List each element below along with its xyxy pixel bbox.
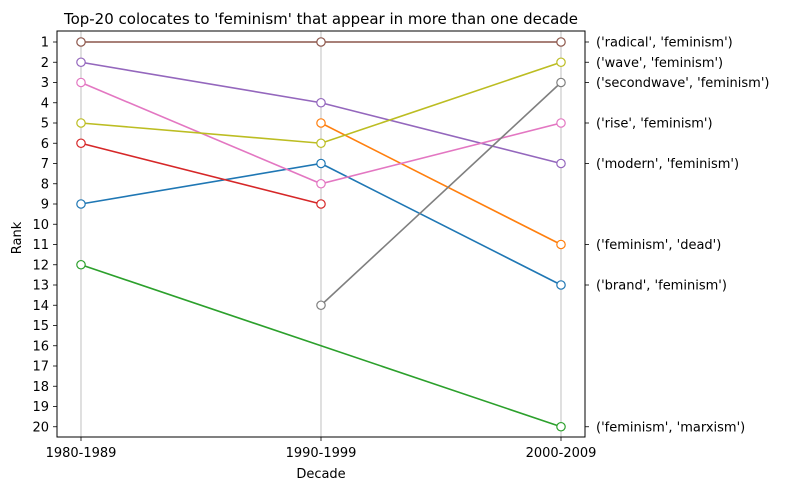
series-layer [76,37,566,432]
data-point [316,118,326,128]
data-point [316,97,326,108]
data-point [316,199,326,209]
y-tick-label: 5 [41,117,49,132]
grid-layer [80,31,562,437]
series-group [76,138,326,209]
series-group [76,37,566,47]
x-tick-layer: 1980-1989 1990-1999 2000-2009 [46,437,597,461]
data-point [556,239,566,250]
series-line [320,81,562,306]
data-point [316,158,326,169]
series-group [316,77,566,311]
y-tick-label: 1 [41,36,49,51]
y-tick-label: 15 [32,319,49,334]
x-tick-label: 1990-1999 [286,446,357,461]
data-point [556,158,566,169]
y-tick-label: 8 [41,177,49,192]
series-line [320,122,562,246]
chart-title: Top-20 colocates to 'feminism' that appe… [63,10,578,28]
series-label: ('radical', 'feminism') [596,36,733,51]
series-group [76,158,566,290]
series-label: ('secondwave', 'feminism') [596,76,770,91]
data-point [316,300,326,311]
data-point [316,138,326,149]
y-tick-label: 19 [32,400,49,415]
data-point [76,259,86,270]
y-tick-label: 12 [32,258,49,273]
y-tick-label: 13 [32,279,49,294]
series-label-layer: ('brand', 'feminism') ('feminism', 'dead'… [585,36,770,435]
x-tick-label: 1980-1989 [46,446,117,461]
x-axis-label: Decade [296,467,345,482]
series-label: ('rise', 'feminism') [596,117,713,132]
data-point [76,118,86,128]
data-point [316,37,326,47]
data-point [556,421,566,432]
y-axis-label: Rank [10,221,25,254]
y-tick-label: 10 [32,218,49,233]
y-tick-label: 7 [41,157,49,172]
y-tick-label: 20 [32,420,49,435]
series-label: ('feminism', 'dead') [596,238,721,253]
y-tick-label: 11 [32,238,49,253]
series-group [76,77,566,189]
data-point [76,138,86,149]
series-line [80,263,562,428]
data-point [76,199,86,209]
series-label: ('wave', 'feminism') [596,56,723,71]
series-label: ('brand', 'feminism') [596,279,727,294]
data-point [556,77,566,88]
series-label: ('feminism', 'marxism') [596,420,745,435]
data-point [556,37,566,47]
y-tick-label: 2 [41,56,49,71]
y-tick-label: 14 [32,299,49,314]
data-point [556,280,566,290]
data-point [556,57,566,68]
data-point [556,118,566,128]
series-group [316,118,566,250]
series-group [76,57,566,149]
y-tick-label: 18 [32,380,49,395]
x-tick-label: 2000-2009 [526,446,597,461]
series-label: ('modern', 'feminism') [596,157,739,172]
data-point [76,57,86,68]
data-point [76,77,86,88]
y-tick-label: 6 [41,137,49,152]
y-tick-label: 17 [32,360,49,375]
y-tick-label: 16 [32,339,49,354]
series-line [80,142,322,205]
y-tick-label: 9 [41,198,49,213]
data-point [76,37,86,47]
series-group [76,259,566,432]
y-tick-label: 4 [41,96,49,111]
data-point [316,178,326,189]
y-tick-label: 3 [41,76,49,91]
